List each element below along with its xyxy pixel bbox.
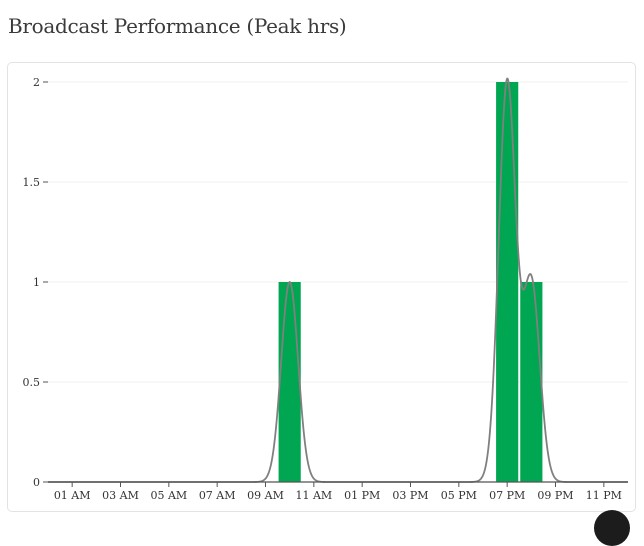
y-tick-label: 0 <box>33 476 40 489</box>
y-tick-label: 1.5 <box>23 176 41 189</box>
bar <box>278 282 301 482</box>
chart-svg: 0 0.5 1 1.5 2 01 AM 03 AM 05 AM 07 AM 09 AM 11 AM 0… <box>23 76 628 502</box>
floating-avatar[interactable] <box>594 510 630 546</box>
x-tick-label: 03 PM <box>392 489 428 502</box>
x-tick-label: 03 AM <box>102 489 139 502</box>
x-tick-label: 09 AM <box>247 489 284 502</box>
axes <box>43 81 628 487</box>
y-tick-label: 0.5 <box>23 376 41 389</box>
x-tick-label: 05 AM <box>150 489 187 502</box>
bar <box>520 282 543 482</box>
x-tick-label: 01 AM <box>54 489 91 502</box>
x-tick-label: 11 AM <box>295 489 332 502</box>
page-title: Broadcast Performance (Peak hrs) <box>8 14 347 38</box>
x-tick-label: 05 PM <box>441 489 477 502</box>
y-tick-label: 2 <box>33 76 40 89</box>
tick-labels: 0 0.5 1 1.5 2 01 AM 03 AM 05 AM 07 AM 09 AM 11 AM 0… <box>23 76 622 502</box>
x-tick-label: 07 PM <box>489 489 525 502</box>
x-tick-label: 11 PM <box>586 489 622 502</box>
x-tick-label: 01 PM <box>344 489 380 502</box>
bar <box>496 82 519 482</box>
x-tick-label: 07 AM <box>199 489 236 502</box>
x-tick-label: 09 PM <box>537 489 573 502</box>
y-tick-label: 1 <box>33 276 40 289</box>
